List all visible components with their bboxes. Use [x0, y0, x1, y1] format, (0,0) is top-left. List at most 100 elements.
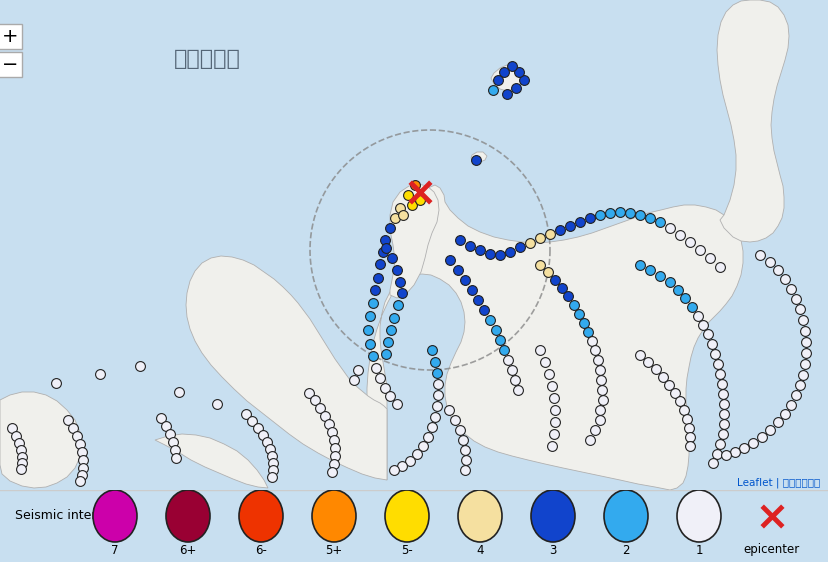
Point [469, 156, 482, 165]
Point [325, 428, 338, 437]
Point [561, 292, 574, 301]
Point [318, 411, 331, 420]
Point [680, 415, 693, 424]
Text: 3: 3 [549, 543, 556, 556]
Text: Leaflet | 地理院タイル: Leaflet | 地理院タイル [737, 477, 820, 488]
Point [798, 338, 811, 347]
Point [325, 468, 338, 477]
Point [403, 456, 416, 465]
Point [443, 256, 456, 265]
Point [393, 203, 407, 212]
Point [9, 432, 22, 441]
Point [159, 422, 172, 430]
Point [593, 211, 606, 220]
Point [410, 450, 423, 459]
Text: epicenter: epicenter [743, 543, 799, 556]
Point [696, 320, 709, 329]
Point [764, 511, 777, 520]
Point [387, 465, 400, 474]
Polygon shape [0, 392, 82, 488]
Point [393, 278, 407, 287]
Point [716, 419, 729, 428]
Point [74, 439, 87, 448]
Point [328, 443, 341, 452]
Point [442, 406, 455, 415]
Point [763, 257, 776, 266]
Point [511, 386, 524, 395]
Ellipse shape [238, 490, 282, 542]
Point [532, 346, 546, 355]
Point [366, 351, 379, 360]
Point [383, 392, 396, 401]
Point [588, 425, 601, 434]
Point [513, 243, 526, 252]
Point [489, 325, 502, 334]
Point [797, 327, 811, 336]
Point [416, 442, 429, 451]
Point [571, 310, 585, 319]
Point [770, 265, 783, 274]
Point [431, 391, 444, 400]
Point [483, 315, 496, 324]
Point [385, 253, 398, 262]
Point [366, 298, 379, 307]
Point [603, 209, 616, 217]
Point [493, 336, 506, 345]
Point [710, 450, 723, 459]
Point [716, 400, 729, 409]
Point [677, 293, 691, 302]
Point [505, 61, 518, 70]
Point [667, 388, 681, 397]
Point [14, 446, 27, 455]
Ellipse shape [457, 490, 502, 542]
Point [691, 311, 704, 320]
Point [361, 325, 374, 334]
Point [682, 238, 696, 247]
Point [458, 465, 471, 474]
Point [682, 433, 696, 442]
Point [553, 225, 566, 234]
Point [456, 436, 469, 445]
Point [671, 285, 684, 294]
Point [753, 251, 766, 260]
Point [16, 452, 29, 461]
Point [643, 265, 656, 274]
Point [70, 432, 84, 441]
Point [500, 89, 513, 98]
Point [5, 424, 18, 433]
Point [308, 396, 321, 405]
Text: 1: 1 [695, 543, 702, 556]
Point [505, 365, 518, 374]
Point [458, 446, 471, 455]
Point [641, 357, 654, 366]
Point [371, 274, 384, 283]
Point [522, 238, 536, 247]
Point [508, 84, 522, 93]
FancyBboxPatch shape [0, 24, 22, 49]
Point [391, 301, 404, 310]
Point [542, 369, 555, 378]
Point [376, 247, 389, 256]
Point [633, 351, 646, 360]
Point [685, 302, 698, 311]
Point [266, 459, 279, 468]
Point [593, 365, 606, 374]
Point [788, 391, 802, 400]
Point [736, 443, 749, 452]
Point [383, 224, 396, 233]
Text: 2: 2 [622, 543, 629, 556]
Point [672, 397, 686, 406]
Point [491, 75, 504, 84]
Point [12, 438, 26, 447]
Point [368, 285, 381, 294]
Point [541, 268, 554, 277]
Text: 7: 7 [111, 543, 118, 556]
Polygon shape [716, 0, 788, 242]
Point [363, 311, 376, 320]
Point [593, 406, 606, 415]
Point [379, 350, 392, 359]
Point [545, 382, 558, 391]
Point [260, 437, 273, 446]
Point [563, 221, 576, 230]
Text: Seismic intensity: Seismic intensity [15, 510, 121, 523]
